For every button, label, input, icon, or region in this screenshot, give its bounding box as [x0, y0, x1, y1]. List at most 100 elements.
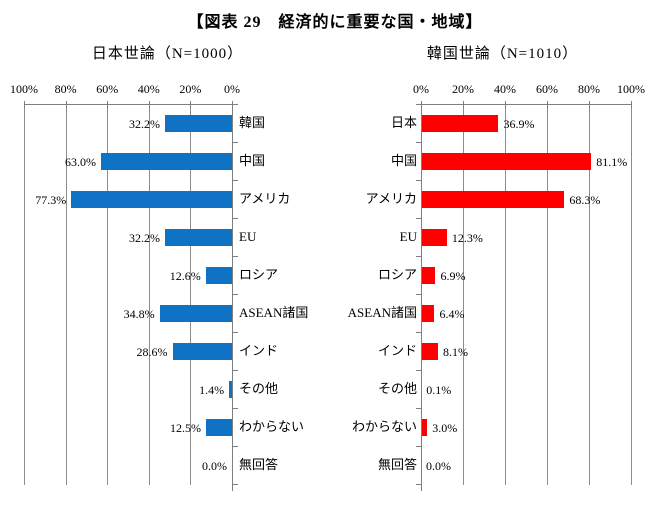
value-label: 0.1%: [426, 383, 452, 397]
axis-tick: [547, 101, 548, 108]
bar-row: 81.1%: [421, 143, 631, 181]
value-label: 81.1%: [596, 155, 628, 169]
korea-chart-subtitle: 韓国世論（N=1010）: [426, 46, 579, 62]
category-label: インド: [377, 343, 417, 358]
figure-title: 【図表 29 経済的に重要な国・地域】: [187, 14, 483, 31]
bar-row: 3.0%: [421, 409, 631, 447]
axis-tick-label: 0%: [224, 82, 240, 96]
value-label: 68.3%: [569, 193, 601, 207]
axis-tick: [416, 104, 421, 105]
value-label: 77.3%: [35, 193, 67, 207]
axis-tick: [416, 218, 421, 219]
axis-tick: [589, 101, 590, 108]
category-axis-line: [232, 104, 233, 491]
value-label: 1.4%: [199, 383, 225, 397]
bar-row: 0.0%: [24, 447, 232, 485]
axis-tick: [233, 142, 238, 143]
axis-tick-label: 0%: [413, 82, 429, 96]
category-label: アメリカ: [239, 191, 291, 206]
gridline: [65, 105, 67, 485]
axis-tick: [65, 101, 67, 108]
axis-tick: [148, 101, 150, 108]
korea-opinion-chart: 韓国世論（N=1010） 36.9% 81.1% 68.3% 12.3% 6.9% 6.4…: [335, 40, 670, 502]
value-label: 28.6%: [136, 345, 168, 359]
japan-chart-subtitle: 日本世論（N=1000）: [91, 46, 244, 62]
axis-tick: [463, 101, 464, 108]
bar: [172, 343, 232, 360]
axis-tick-label: 60%: [96, 82, 119, 96]
category-label: その他: [377, 381, 417, 396]
category-label: ASEAN諸国: [239, 305, 309, 320]
value-label: 12.6%: [169, 269, 201, 283]
bar-row: 32.2%: [24, 219, 232, 257]
axis-tick: [233, 104, 238, 105]
bar: [421, 343, 438, 360]
axis-tick: [233, 218, 238, 219]
axis-tick: [416, 142, 421, 143]
bar: [421, 153, 592, 170]
axis-tick: [233, 332, 238, 333]
bar: [229, 381, 232, 398]
category-label: その他: [239, 381, 279, 396]
axis-tick: [233, 294, 238, 295]
category-label: 日本: [390, 115, 417, 130]
bar: [205, 267, 232, 284]
bar: [159, 305, 232, 322]
bar: [421, 229, 447, 246]
gridline: [107, 105, 109, 485]
bar-row: 6.4%: [421, 295, 631, 333]
bar: [165, 229, 232, 246]
bar-row: 6.9%: [421, 257, 631, 295]
value-label: 0.0%: [426, 459, 451, 473]
category-label: ロシア: [377, 267, 417, 282]
value-label: 0.0%: [202, 459, 227, 473]
axis-tick-label: 20%: [452, 82, 474, 96]
bar-row: 12.5%: [24, 409, 232, 447]
bar-row: 12.6%: [24, 257, 232, 295]
category-label: インド: [239, 343, 279, 358]
bar-row: 77.3%: [24, 181, 232, 219]
value-label: 3.0%: [432, 421, 458, 435]
bar-row: 34.8%: [24, 295, 232, 333]
axis-tick: [190, 101, 192, 108]
bar: [100, 153, 232, 170]
bar-row: 28.6%: [24, 333, 232, 371]
bar: [71, 191, 232, 208]
category-label: アメリカ: [365, 191, 417, 206]
bar: [421, 115, 499, 132]
axis-tick: [416, 332, 421, 333]
axis-tick-label: 40%: [137, 82, 160, 96]
value-label: 34.8%: [123, 307, 155, 321]
category-label: わからない: [351, 419, 417, 434]
gridline: [631, 105, 632, 485]
korea-category-labels: 日本 中国 アメリカ EU ロシア ASEAN諸国 インド その他 わからない 無回答: [337, 104, 417, 484]
bar: [421, 267, 436, 284]
value-label: 6.9%: [440, 269, 466, 283]
axis-tick-label: 100%: [10, 82, 38, 96]
value-label: 32.2%: [129, 231, 161, 245]
bar-row: 63.0%: [24, 143, 232, 181]
korea-plot-area: 36.9% 81.1% 68.3% 12.3% 6.9% 6.4% 8.1% 0.1% 3.0%…: [421, 104, 632, 485]
value-label: 12.5%: [170, 421, 201, 435]
gridline: [547, 105, 548, 485]
category-label: 無回答: [377, 457, 417, 472]
gridline: [589, 105, 590, 485]
bar-row: 32.2%: [24, 105, 232, 143]
bar: [421, 191, 565, 208]
bar: [421, 419, 428, 436]
value-label: 36.9%: [503, 117, 535, 131]
axis-tick-label: 20%: [179, 82, 202, 96]
value-label: 6.4%: [439, 307, 465, 321]
axis-tick: [233, 484, 238, 485]
bar-row: 12.3%: [421, 219, 631, 257]
value-label: 12.3%: [451, 231, 483, 245]
category-label: EU: [239, 229, 257, 244]
axis-tick: [107, 101, 109, 108]
category-label: わからない: [239, 419, 305, 434]
axis-tick: [233, 256, 238, 257]
gridline: [148, 105, 150, 485]
category-label: ASEAN諸国: [347, 305, 417, 320]
axis-tick-label: 60%: [536, 82, 558, 96]
axis-tick: [416, 180, 421, 181]
